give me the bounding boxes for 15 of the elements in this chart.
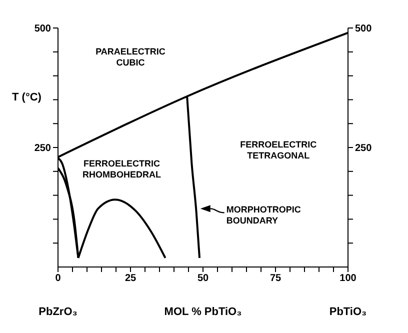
x-axis-title: MOL % PbTiO₃ [164,306,242,318]
x-tick-label: 100 [340,273,357,284]
y2-tick-label: 250 [355,143,372,154]
text: PbTiO₃ [329,306,367,318]
x-tick-label: 75 [270,273,282,284]
y2-tick-label: 500 [355,24,372,35]
text: PbZrO₃ [38,306,78,318]
annotation: FERROELECTRIC RHOMBOHEDRAL [82,158,162,180]
annotation: PARAELECTRIC CUBIC [96,46,166,68]
x-tick-label: 0 [55,273,62,284]
x-tick-label: 50 [197,273,209,284]
annotation: FERROELECTRIC TETRAGONAL [240,140,318,160]
x-tick-label: 25 [124,273,136,284]
annotation: MORPHOTROPIC BOUNDARY [226,204,302,226]
y-axis-title: T (°C) [12,91,42,104]
